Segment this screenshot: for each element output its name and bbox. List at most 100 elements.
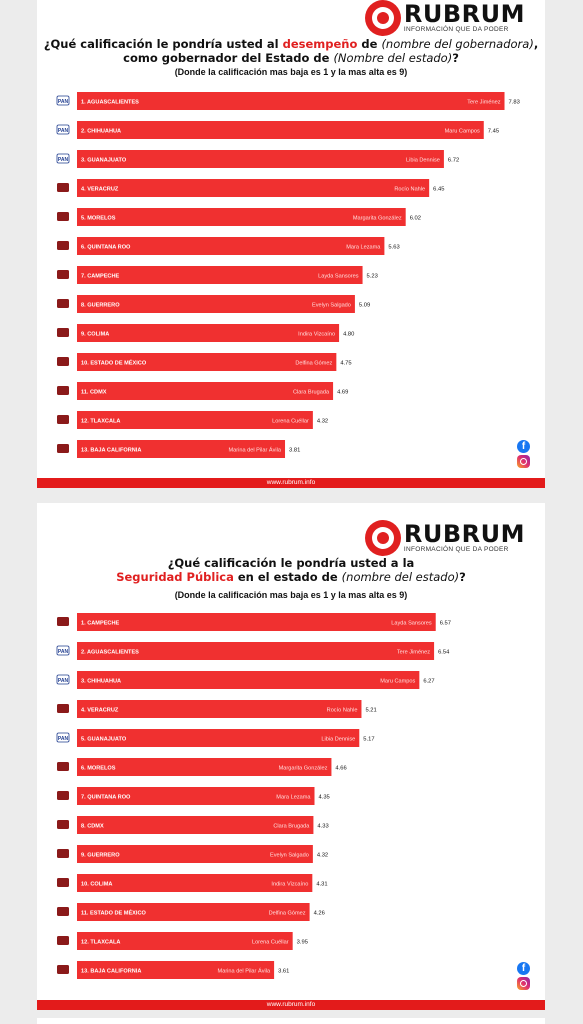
governor-label: Indira Vizcaíno [271,882,308,888]
state-label: 5. GUANAJUATO [81,737,127,743]
state-label: 13. BAJA CALIFORNIA [81,969,141,975]
chart-card-seguridad: RUBRUM INFORMACIÓN QUE DA PODER ¿Qué cal… [37,503,545,1010]
governor-label: Margarita González [353,216,402,222]
state-label: 11. CDMX [81,390,107,396]
morena-icon [57,386,69,395]
morena-icon [57,270,69,279]
pan-icon-text: PAN [58,678,69,684]
morena-icon [57,820,69,829]
value-label: 6.02 [410,216,421,222]
instagram-icon[interactable] [517,977,530,990]
morena-icon [57,704,69,713]
governor-label: Mara Lezama [346,245,381,251]
governor-label: Delfina Gómez [295,361,332,367]
state-label: 8. CDMX [81,824,104,830]
pan-icon-text: PAN [58,128,69,134]
state-label: 7. CAMPECHE [81,274,119,280]
governor-label: Evelyn Salgado [312,303,351,309]
bar [77,179,430,197]
title-part: ? [459,570,466,584]
footer-website[interactable]: www.rubrum.info [37,1000,545,1010]
pan-icon-text: PAN [58,157,69,163]
morena-icon [57,849,69,858]
value-label: 5.21 [365,708,376,714]
value-label: 4.75 [340,361,351,367]
bar [77,324,340,342]
state-label: 2. CHIHUAHUA [81,129,121,135]
state-label: 8. GUERRERO [81,303,120,309]
state-label: 9. COLIMA [81,332,109,338]
social-icons: f [517,962,531,990]
governor-label: Tere Jiménez [467,100,500,106]
value-label: 4.33 [317,824,328,830]
facebook-icon[interactable]: f [517,440,530,453]
bar [77,671,420,689]
value-label: 6.45 [433,187,444,193]
facebook-icon[interactable]: f [517,962,530,975]
bar [77,208,406,226]
governor-label: Evelyn Salgado [270,853,309,859]
instagram-icon[interactable] [517,455,530,468]
governor-label: Rocío Nahle [394,187,425,193]
rubrum-logo: RUBRUM INFORMACIÓN QUE DA PODER [364,520,525,556]
value-label: 5.63 [388,245,399,251]
governor-label: Libia Dennise [406,158,440,164]
bar [77,411,313,429]
morena-icon [57,183,69,192]
bar [77,121,484,139]
governor-label: Maru Campos [380,679,415,685]
governor-label: Lorena Cuéllar [272,419,309,425]
state-label: 10. COLIMA [81,882,112,888]
title-part: ? [452,51,459,65]
rubrum-logo: RUBRUM INFORMACIÓN QUE DA PODER [364,0,525,36]
title-part: , como gobernador del Estado de [123,37,539,65]
brand-name: RUBRUM [403,520,525,549]
brand-tagline: INFORMACIÓN QUE DA PODER [403,546,509,554]
pan-icon-text: PAN [58,736,69,742]
value-label: 4.32 [317,419,328,425]
morena-icon [57,444,69,453]
morena-icon [57,357,69,366]
value-label: 3.61 [278,969,289,975]
pan-icon-text: PAN [58,99,69,105]
morena-icon [57,791,69,800]
morena-icon [57,617,69,626]
state-label: 3. GUANAJUATO [81,158,127,164]
state-label: 6. QUINTANA ROO [81,245,131,251]
title-italic: (nombre del gobernadora) [381,37,534,51]
chart-title: ¿Qué calificación le pondría usted al de… [37,37,545,65]
bar [77,903,310,921]
title-part: ¿Qué calificación le pondría usted al [43,37,283,51]
bar [77,92,505,110]
bar [77,266,363,284]
rubrum-logo-icon [364,520,401,556]
governor-label: Layda Sansores [318,274,359,280]
bar [77,874,313,892]
value-label: 3.81 [289,448,300,454]
bar [77,729,360,747]
title-italic: (Nombre del estado) [333,51,453,65]
next-card-edge [37,1018,545,1024]
morena-icon [57,936,69,945]
bar [77,382,334,400]
value-label: 6.57 [440,621,451,627]
value-label: 4.69 [337,390,348,396]
title-part: en el estado de [233,570,342,584]
bar [77,642,435,660]
bar [77,932,293,950]
value-label: 6.72 [448,158,459,164]
pan-icon [56,153,70,164]
title-italic: (nombre del estado) [341,570,460,584]
pan-icon [56,645,70,656]
morena-icon [57,878,69,887]
bar [77,787,315,805]
morena-icon [57,212,69,221]
footer-website[interactable]: www.rubrum.info [37,478,545,488]
state-label: 2. AGUASCALIENTES [81,650,139,656]
rubrum-logo-icon [364,0,401,36]
governor-label: Mara Lezama [276,795,311,801]
governor-label: Marina del Pilar Ávila [218,968,271,975]
value-label: 5.17 [363,737,374,743]
governor-label: Layda Sansores [391,621,432,627]
state-label: 10. ESTADO DE MÉXICO [81,359,147,367]
